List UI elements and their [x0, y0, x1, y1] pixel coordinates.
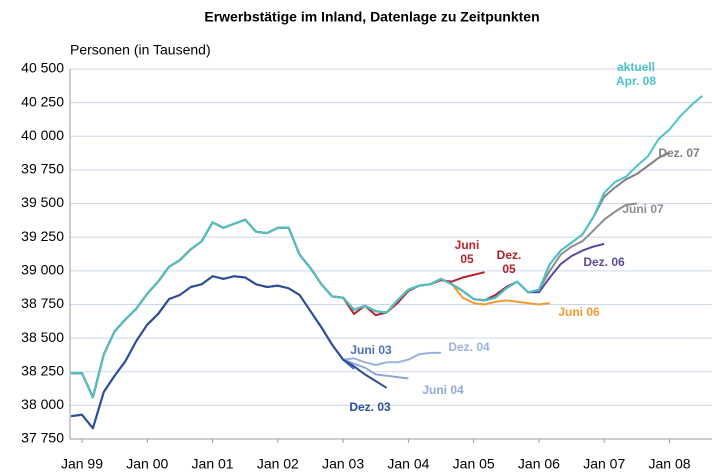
x-tick-label: Jan 00: [126, 456, 168, 472]
y-tick-label: 40 000: [21, 127, 64, 143]
y-tick-label: 38 500: [21, 329, 64, 345]
series-line: [70, 275, 388, 430]
series-label: Juni 04: [422, 383, 464, 397]
series-label: aktuell Apr. 08: [615, 60, 657, 88]
y-tick-label: 38 750: [21, 295, 64, 311]
chart-title: Erwerbstätige im Inland, Datenlage zu Ze…: [204, 9, 539, 25]
series-label: Juni 07: [622, 202, 664, 216]
x-tick-label: Jan 03: [322, 456, 364, 472]
series-label: Juni 05: [454, 238, 480, 266]
x-tick-label: Jan 04: [387, 456, 429, 472]
y-tick-label: 38 250: [21, 362, 64, 378]
series-line: [71, 218, 485, 399]
series-label: Dez. 07: [658, 146, 700, 160]
series-label: Juni 06: [558, 305, 600, 319]
y-tick-label: 39 500: [21, 194, 64, 210]
y-tick-label: 39 250: [21, 228, 64, 244]
x-tick-label: Jan 02: [257, 456, 299, 472]
x-tick-label: Jan 99: [61, 456, 103, 472]
series-label: Juni 03: [350, 343, 392, 357]
y-tick-label: 37 750: [21, 430, 64, 446]
series-line: [71, 218, 605, 399]
series-label: Dez. 05: [496, 248, 522, 276]
y-tick-label: 38 000: [21, 396, 64, 412]
x-tick-label: Jan 07: [583, 456, 625, 472]
series-label: Dez. 04: [448, 340, 490, 354]
y-tick-label: 39 000: [21, 262, 64, 278]
x-tick-label: Jan 08: [648, 456, 690, 472]
x-tick-label: Jan 06: [518, 456, 560, 472]
series-label: Dez. 03: [349, 400, 391, 414]
x-tick-label: Jan 05: [453, 456, 495, 472]
y-tick-label: 39 750: [21, 161, 64, 177]
x-tick-label: Jan 01: [192, 456, 234, 472]
series-line: [71, 151, 670, 399]
series-line: [71, 95, 703, 399]
y-tick-label: 40 250: [21, 93, 64, 109]
y-axis-label: Personen (in Tausend): [70, 42, 211, 58]
y-tick-label: 40 500: [21, 60, 64, 76]
series-label: Dez. 06: [583, 255, 625, 269]
